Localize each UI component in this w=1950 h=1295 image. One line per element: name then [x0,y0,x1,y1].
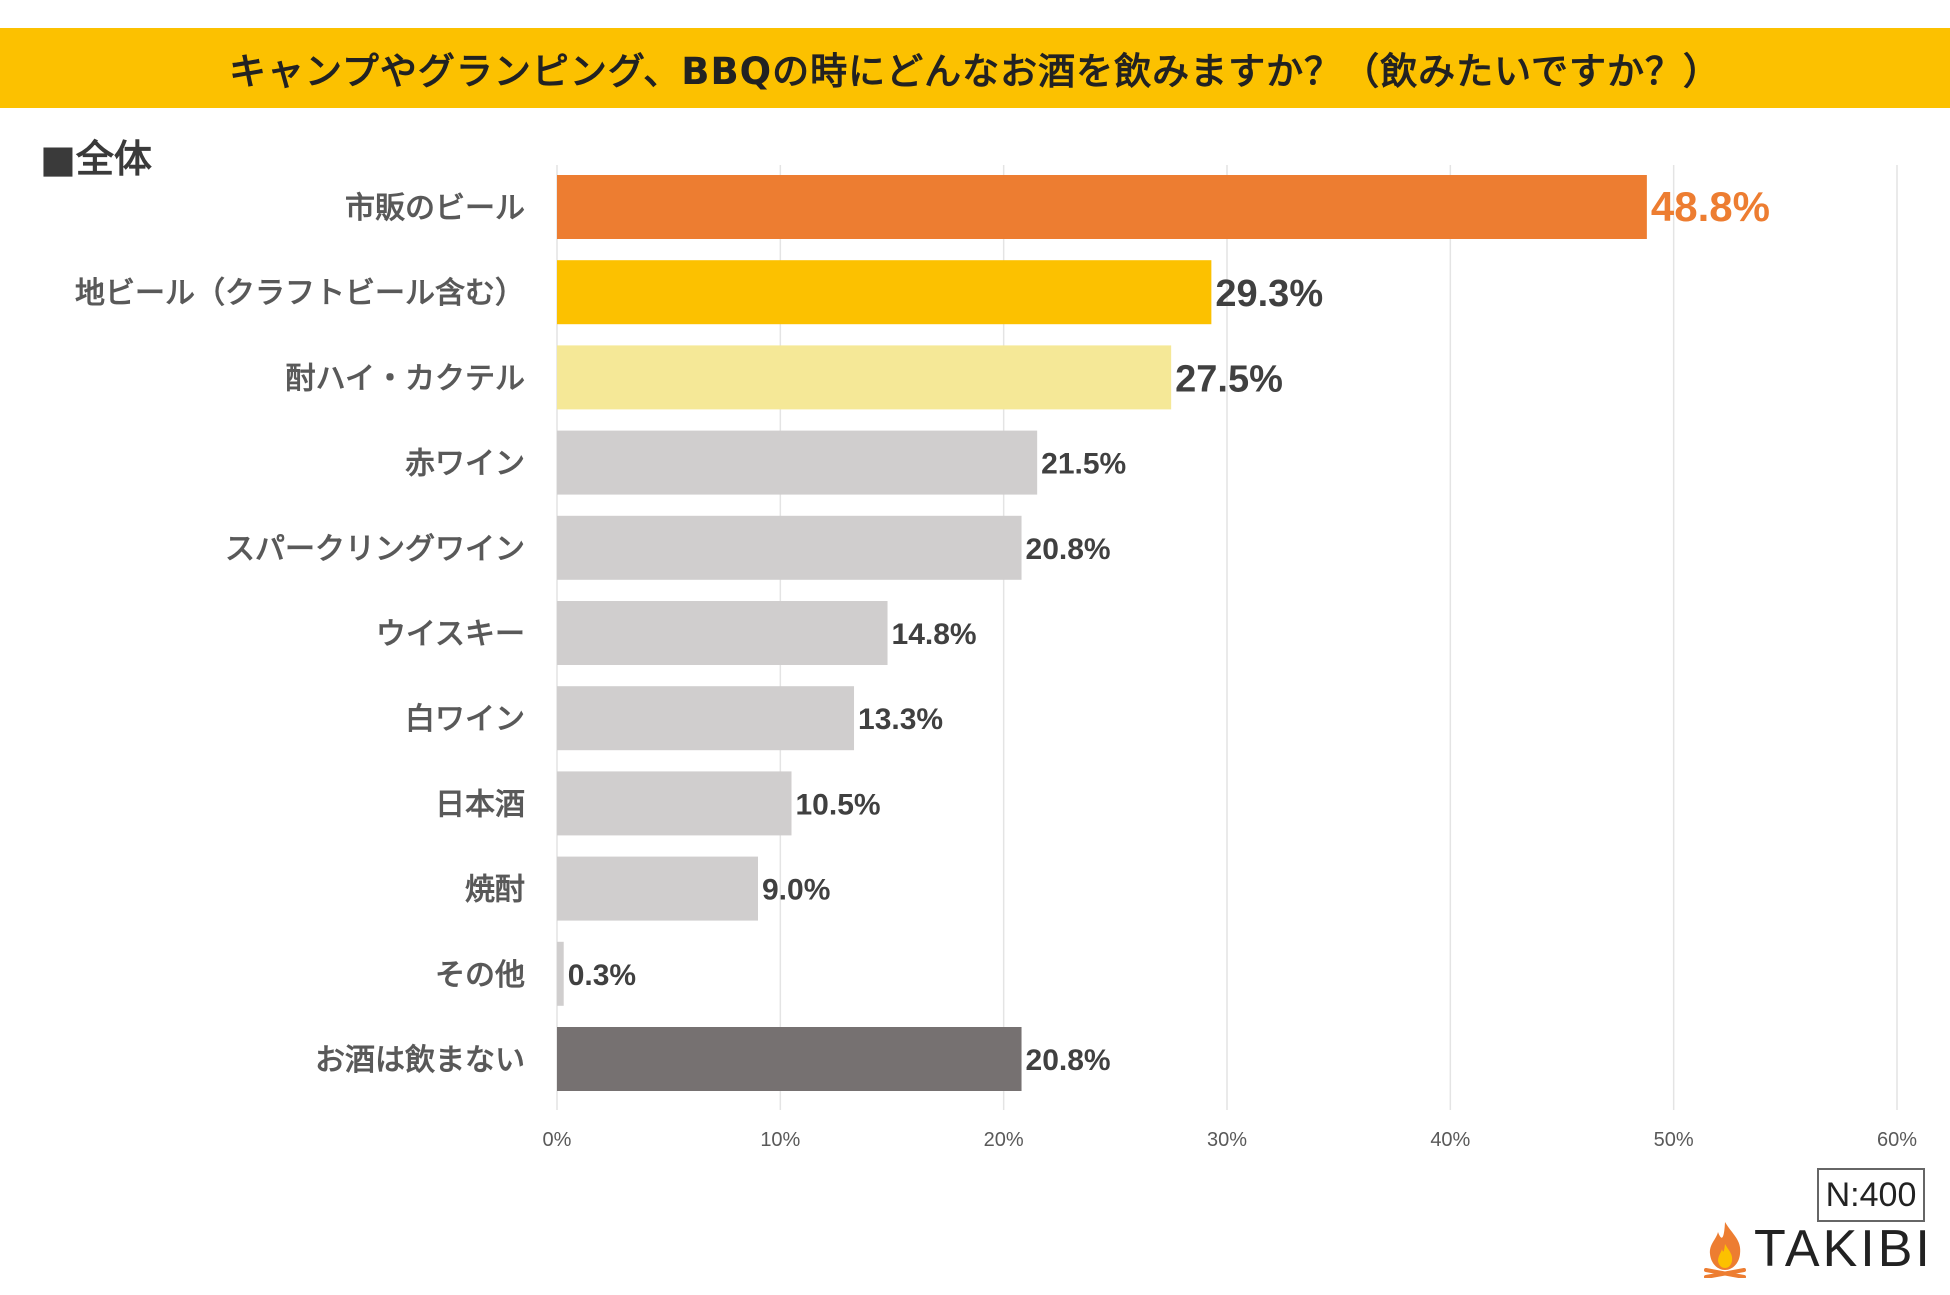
bar [557,430,1038,495]
value-label: 14.8% [892,618,977,651]
logo-text: TAKIBI [1754,1220,1933,1278]
category-label: 市販のビール [345,191,525,226]
value-label: 13.3% [858,703,943,736]
category-label: 日本酒 [435,787,525,822]
value-label: 20.8% [1026,533,1111,566]
bar [557,515,1022,580]
category-label: お酒は飲まない [315,1043,525,1078]
bar [557,941,564,1006]
value-label: 10.5% [796,788,881,821]
category-label: 白ワイン [405,702,525,737]
x-tick-label: 20% [984,1129,1024,1151]
value-label: 29.3% [1215,273,1323,315]
bar [557,601,888,665]
category-label: スパークリングワイン [225,532,525,567]
x-tick-label: 10% [760,1129,800,1151]
bar [557,771,792,836]
x-tick-label: 0% [543,1129,572,1151]
bar [557,686,855,751]
value-label: 27.5% [1175,358,1283,400]
takibi-logo: TAKIBI [1702,1218,1933,1280]
value-label: 0.3% [568,959,636,992]
bar [557,345,1172,410]
value-label: 48.8% [1651,183,1770,230]
bar [557,260,1212,325]
category-label: 焼酎 [465,873,525,908]
value-label: 20.8% [1026,1044,1111,1077]
x-tick-label: 50% [1654,1129,1694,1151]
chart-title: キャンプやグランピング、BBQの時にどんなお酒を飲みますか？（飲みたいですか？） [228,50,1722,93]
chart-title-bar: キャンプやグランピング、BBQの時にどんなお酒を飲みますか？（飲みたいですか？） [0,28,1950,108]
x-tick-label: 60% [1877,1129,1917,1151]
x-tick-label: 40% [1430,1129,1470,1151]
category-label: ウイスキー [376,617,525,652]
category-label: その他 [435,958,525,993]
x-tick-label: 30% [1207,1129,1247,1151]
category-label: 赤ワイン [405,447,525,482]
category-label: 地ビール（クラフトビール含む） [75,276,525,311]
campfire-icon [1704,1222,1746,1278]
sample-size-badge: N:400 [1817,1168,1925,1222]
chart-subtitle: ■全体 [40,137,152,181]
value-label: 21.5% [1041,448,1126,481]
category-label: 酎ハイ・カクテル [286,361,525,396]
value-label: 9.0% [762,874,830,907]
bar [557,856,758,921]
bar [557,1027,1022,1091]
bar [557,175,1647,239]
